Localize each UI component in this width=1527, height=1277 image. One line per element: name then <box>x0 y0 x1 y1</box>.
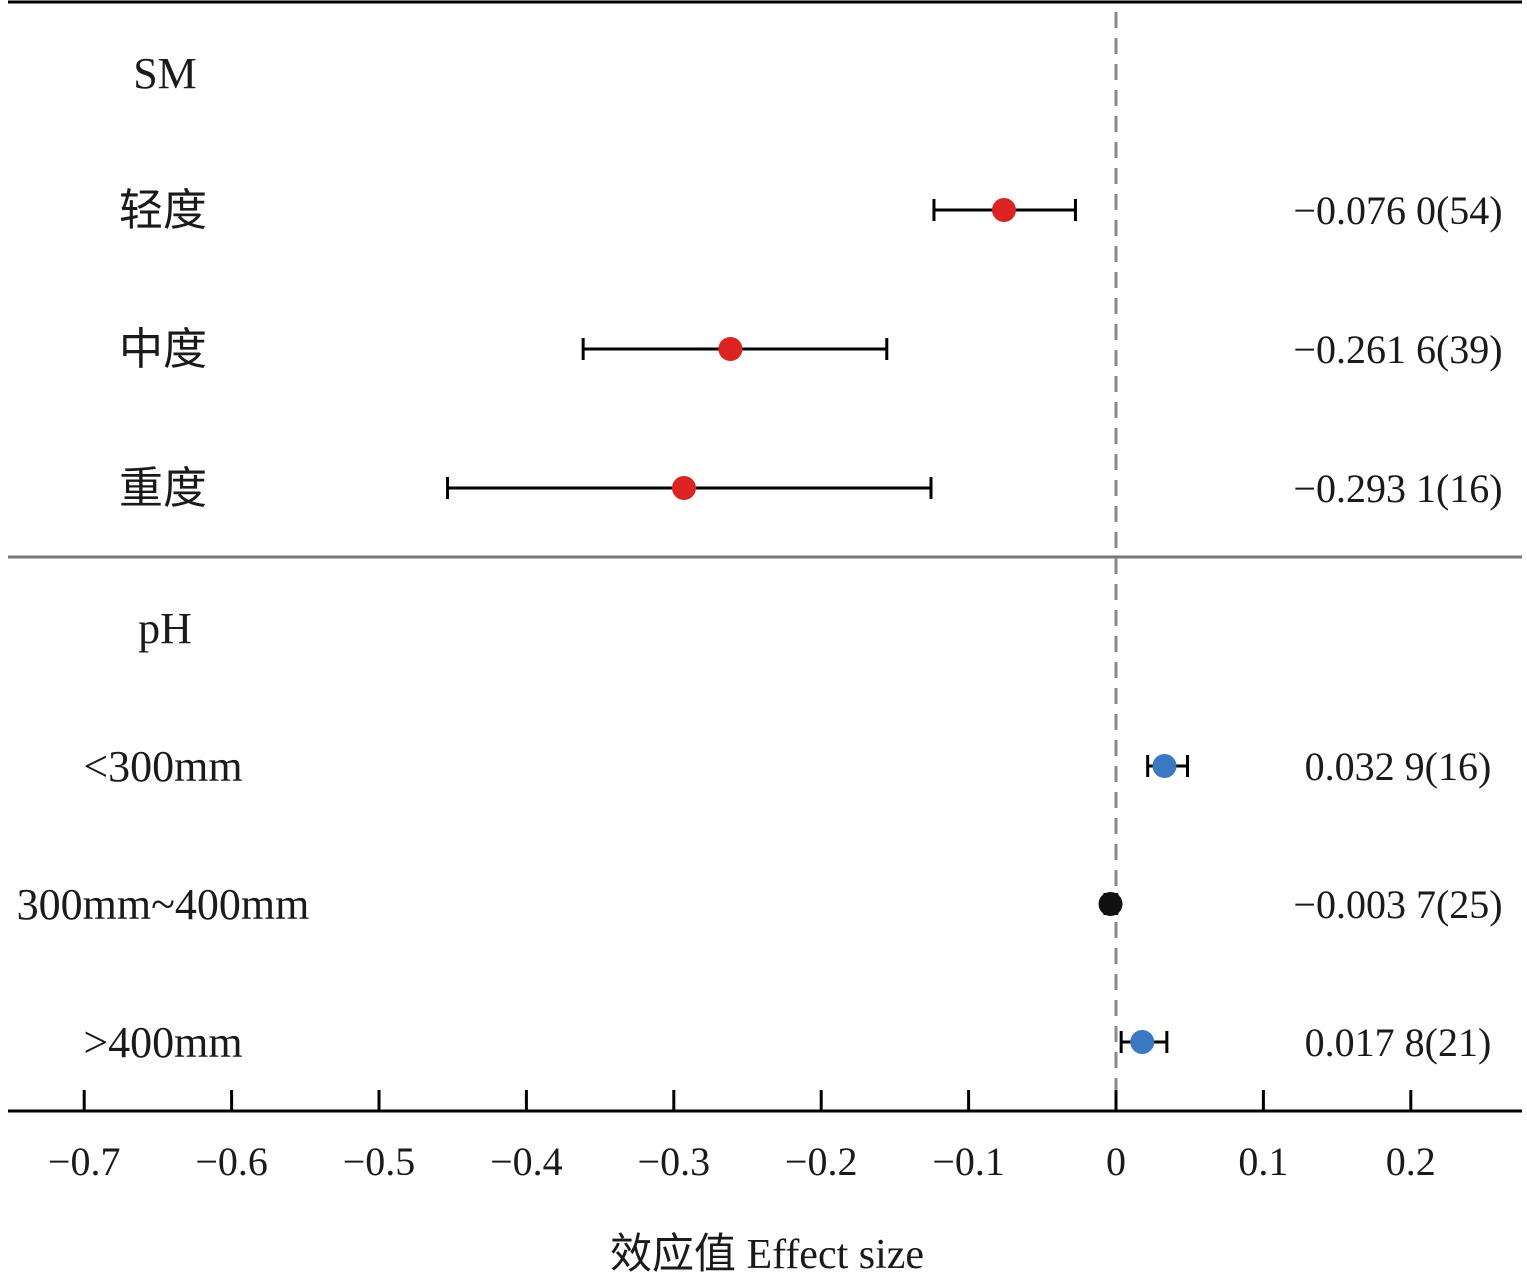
x-axis-ticks: −0.7 −0.6 −0.5 −0.4 −0.3 −0.2 −0.1 0 0.1 0.2 <box>48 1090 1436 1184</box>
row-label: >400mm <box>83 1018 242 1067</box>
point-estimate <box>718 337 743 361</box>
x-tick-label: 0.2 <box>1386 1139 1436 1184</box>
forest-rows: SM 轻度 −0.076 0(54) 中度 −0.261 6(39) 重度 −0.293 1… <box>17 49 1503 1067</box>
row-value-text: −0.293 1(16) <box>1293 466 1502 511</box>
group-header: SM <box>133 49 197 98</box>
x-tick-label: −0.2 <box>785 1139 858 1184</box>
row-value-text: −0.261 6(39) <box>1293 327 1502 372</box>
row-label: 重度 <box>119 464 207 513</box>
row-label: 300mm~400mm <box>17 880 310 929</box>
point-estimate <box>1152 754 1177 778</box>
row-value-text: −0.003 7(25) <box>1293 882 1502 927</box>
x-tick-label: −0.5 <box>343 1139 416 1184</box>
point-estimate <box>671 476 696 500</box>
x-tick-label: 0 <box>1106 1139 1126 1184</box>
row-value-text: −0.076 0(54) <box>1293 188 1502 233</box>
row-value-text: 0.032 9(16) <box>1305 744 1492 789</box>
x-axis-title: 效应值 Effect size <box>610 1231 924 1277</box>
x-tick-label: 0.1 <box>1238 1139 1288 1184</box>
row-value-text: 0.017 8(21) <box>1305 1020 1492 1065</box>
point-estimate <box>1130 1030 1155 1054</box>
x-tick-label: −0.4 <box>490 1139 563 1184</box>
point-estimate <box>991 198 1016 222</box>
row-label: <300mm <box>83 742 242 791</box>
row-label: 中度 <box>119 325 207 374</box>
group-header: pH <box>138 604 192 653</box>
row-label: 轻度 <box>119 186 207 235</box>
x-tick-label: −0.7 <box>48 1139 121 1184</box>
point-estimate <box>1098 892 1123 916</box>
x-tick-label: −0.3 <box>638 1139 711 1184</box>
x-tick-label: −0.6 <box>195 1139 268 1184</box>
x-tick-label: −0.1 <box>932 1139 1005 1184</box>
